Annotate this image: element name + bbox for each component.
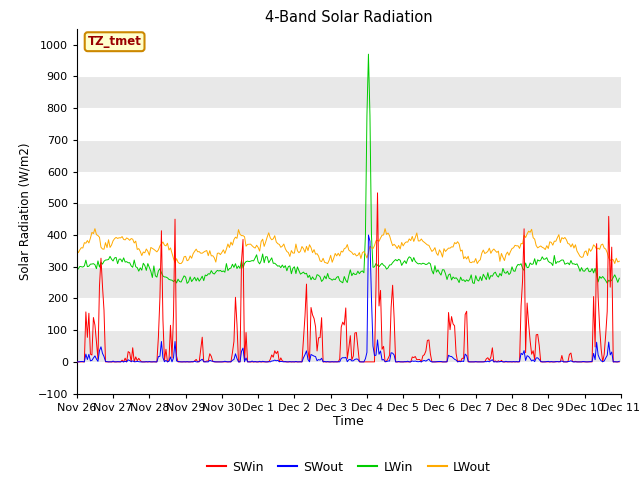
Bar	[77, 171, 621, 203]
LWout	[313, 251, 321, 257]
X-axis label: Time: Time	[333, 415, 364, 429]
Line: LWin: LWin	[77, 54, 620, 284]
LWin	[235, 263, 243, 269]
Bar	[77, 45, 621, 76]
Legend: SWin, SWout, LWin, LWout: SWin, SWout, LWin, LWout	[202, 456, 495, 479]
SWout	[310, 353, 318, 359]
Title: 4-Band Solar Radiation: 4-Band Solar Radiation	[265, 10, 433, 25]
LWin	[470, 281, 478, 287]
SWin	[253, 359, 260, 365]
SWout	[587, 359, 595, 364]
Bar	[77, 299, 621, 330]
SWout	[262, 359, 269, 365]
LWout	[265, 230, 273, 236]
SWout	[235, 359, 243, 365]
LWout	[588, 246, 596, 252]
LWin	[588, 266, 596, 272]
Bar	[77, 140, 621, 171]
Bar	[77, 203, 621, 235]
Text: TZ_tmet: TZ_tmet	[88, 35, 141, 48]
LWout	[237, 233, 245, 239]
Line: SWout: SWout	[77, 235, 620, 362]
LWin	[253, 252, 260, 258]
LWin	[73, 267, 81, 273]
LWout	[73, 247, 81, 252]
SWin	[73, 359, 81, 365]
LWout	[91, 226, 99, 231]
SWout	[365, 232, 372, 238]
Bar	[77, 362, 621, 394]
SWout	[253, 359, 260, 365]
Y-axis label: Solar Radiation (W/m2): Solar Radiation (W/m2)	[19, 143, 32, 280]
LWout	[256, 248, 264, 254]
LWout	[616, 258, 623, 264]
SWin	[140, 359, 147, 365]
Bar	[77, 330, 621, 362]
LWin	[616, 276, 623, 281]
LWin	[310, 276, 318, 282]
SWout	[73, 359, 81, 365]
Bar	[77, 235, 621, 267]
SWin	[235, 359, 243, 365]
SWin	[310, 315, 318, 321]
SWout	[140, 359, 147, 365]
Line: SWin: SWin	[77, 193, 620, 362]
SWin	[587, 359, 595, 365]
SWin	[262, 359, 269, 365]
Bar	[77, 108, 621, 140]
Bar	[77, 267, 621, 299]
LWin	[365, 51, 372, 57]
SWin	[616, 359, 623, 365]
LWin	[262, 254, 269, 260]
SWin	[374, 190, 381, 196]
LWin	[140, 260, 147, 266]
Bar	[77, 76, 621, 108]
LWout	[176, 261, 184, 266]
LWout	[141, 250, 148, 256]
SWout	[616, 359, 623, 364]
Line: LWout: LWout	[77, 228, 620, 264]
